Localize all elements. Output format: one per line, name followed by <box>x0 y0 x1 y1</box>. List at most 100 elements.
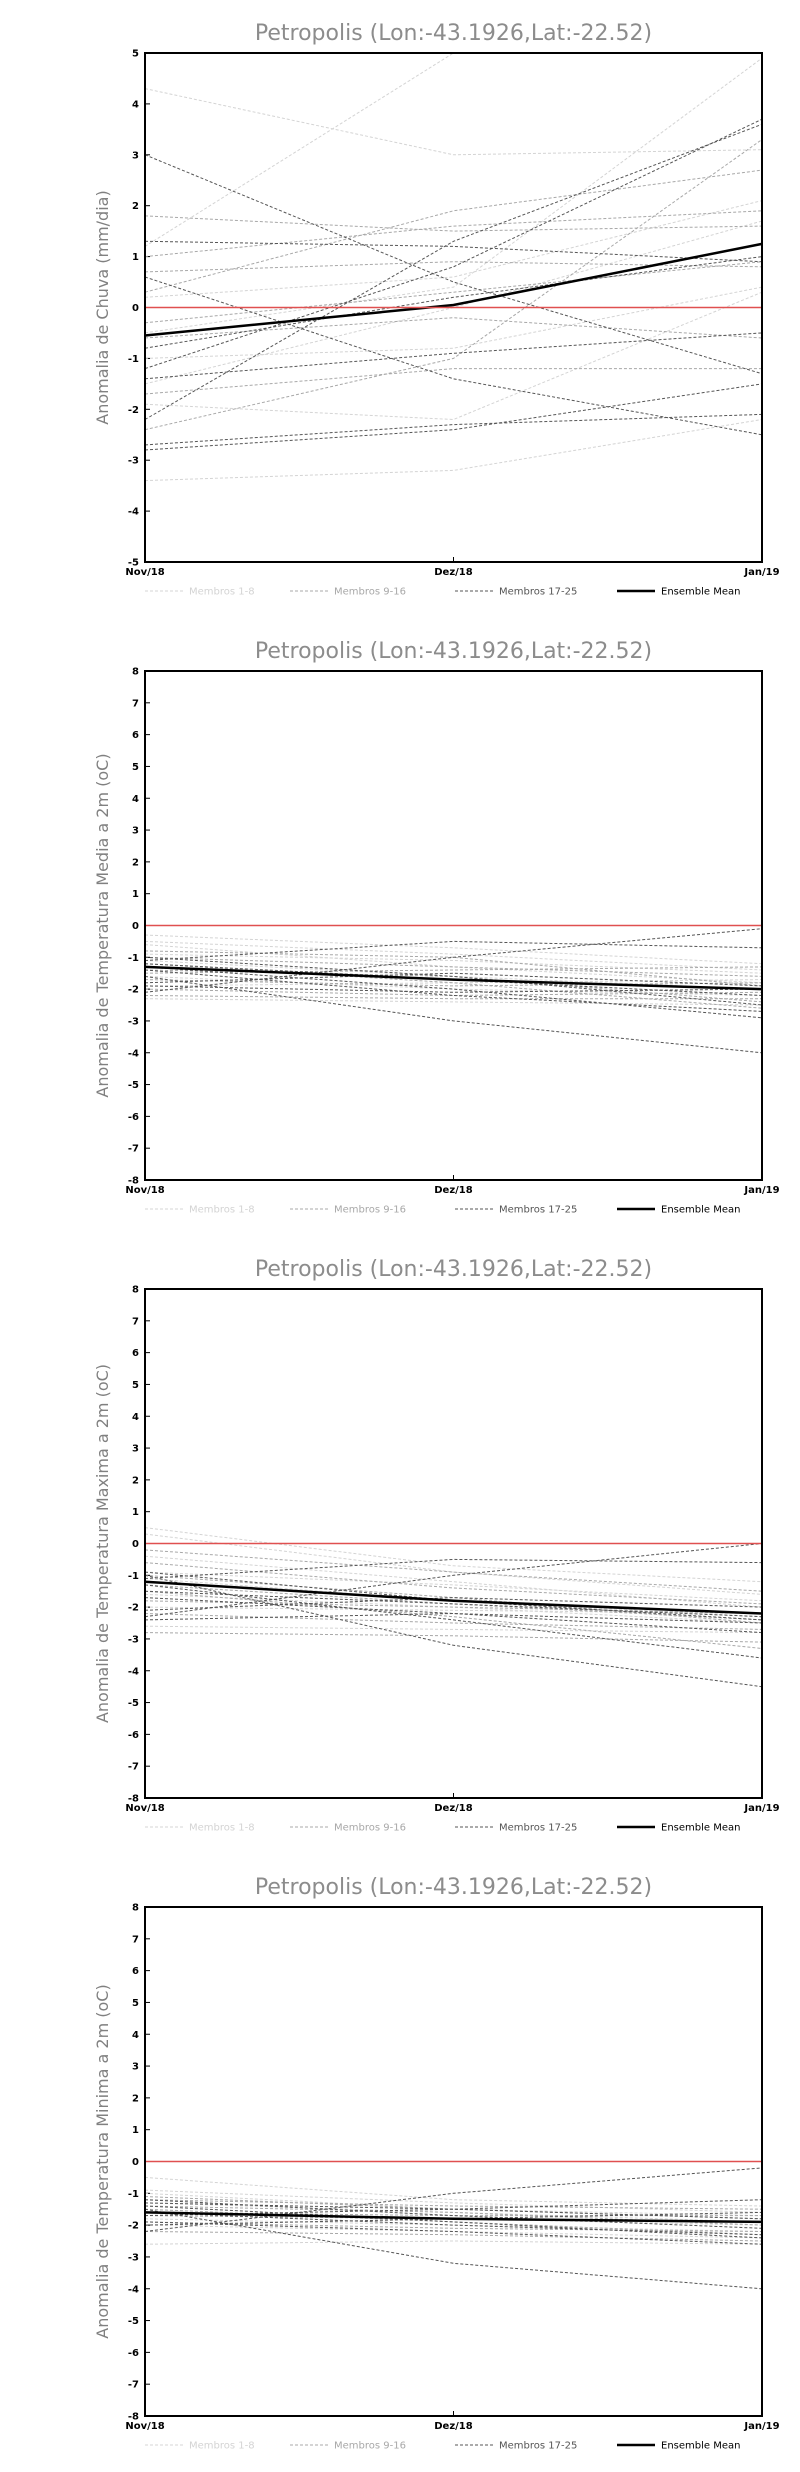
legend-label: Membros 1-8 <box>189 1823 255 1834</box>
y-tick-label: -1 <box>128 1571 139 1582</box>
legend-label: Membros 9-16 <box>334 1205 406 1216</box>
legend-label: Membros 17-25 <box>499 2441 577 2452</box>
y-tick-label: -7 <box>128 1762 139 1773</box>
member-line-group-3 <box>144 2205 763 2239</box>
y-tick-label: 1 <box>132 1507 139 1518</box>
member-line-group-2 <box>144 988 763 997</box>
y-tick-label: 4 <box>132 794 139 805</box>
member-line-group-1 <box>144 975 763 996</box>
y-tick-label: 3 <box>132 150 139 161</box>
member-line-group-3 <box>144 383 763 451</box>
member-line-group-1 <box>144 998 763 1006</box>
y-tick-label: 5 <box>132 1380 139 1391</box>
x-tick-label: Jan/19 <box>743 567 779 578</box>
member-line-group-3 <box>144 1590 763 1618</box>
y-tick-label: 4 <box>132 2030 139 2041</box>
member-line-group-3 <box>144 2211 763 2236</box>
y-axis-label: Anomalia de Temperatura Minima a 2m (oC) <box>93 1984 112 2338</box>
y-tick-label: -5 <box>128 2316 139 2327</box>
y-tick-label: 6 <box>132 1348 139 1359</box>
member-line-group-3 <box>144 985 763 993</box>
y-tick-label: 4 <box>132 99 139 110</box>
member-line-group-2 <box>144 1562 763 1605</box>
y-tick-label: 7 <box>132 1316 139 1327</box>
member-line-group-3 <box>144 963 763 996</box>
plot-frame <box>144 52 763 563</box>
legend-label: Membros 17-25 <box>499 587 577 598</box>
member-line-group-2 <box>144 210 763 258</box>
plot-frame <box>144 670 763 1181</box>
member-line-group-1 <box>144 200 763 298</box>
y-tick-label: -3 <box>128 1634 139 1645</box>
y-tick-label: -1 <box>128 354 139 365</box>
y-tick-label: -1 <box>128 2189 139 2200</box>
y-tick-label: -7 <box>128 2380 139 2391</box>
y-tick-label: -4 <box>128 1048 139 1059</box>
chart-panel-3: Petropolis (Lon:-43.1926,Lat:-22.52) Anom… <box>0 1236 800 1854</box>
legend-label: Ensemble Mean <box>661 1205 740 1216</box>
member-line-group-2 <box>144 2221 763 2232</box>
legend-label: Ensemble Mean <box>661 1823 740 1834</box>
member-line-group-2 <box>144 1613 763 1630</box>
member-line-group-1 <box>144 2218 763 2232</box>
y-tick-label: 3 <box>132 2062 139 2073</box>
member-line-group-2 <box>144 215 763 232</box>
chart-panel-1: Petropolis (Lon:-43.1926,Lat:-22.52) Anom… <box>0 0 800 618</box>
member-line-group-1 <box>144 1578 763 1618</box>
member-line-group-2 <box>144 2196 763 2220</box>
member-line-group-3 <box>144 118 763 370</box>
member-line-group-1 <box>144 1571 763 1602</box>
y-tick-label: 5 <box>132 1998 139 2009</box>
y-tick-label: 2 <box>132 201 139 212</box>
member-line-group-1 <box>144 2240 763 2245</box>
member-line-group-3 <box>144 2167 763 2232</box>
y-tick-label: -3 <box>128 1016 139 1027</box>
y-tick-label: -2 <box>128 985 139 996</box>
ensemble-mean-line <box>144 1580 763 1615</box>
y-tick-label: -2 <box>128 1603 139 1614</box>
member-line-group-1 <box>144 2192 763 2217</box>
y-axis-label: Anomalia de Temperatura Maxima a 2m (oC) <box>93 1364 112 1723</box>
chart-title: Petropolis (Lon:-43.1926,Lat:-22.52) <box>255 1257 652 1282</box>
member-line-group-2 <box>144 1549 763 1592</box>
member-line-group-2 <box>144 1574 763 1624</box>
chart-panel-4: Petropolis (Lon:-43.1926,Lat:-22.52) Anom… <box>0 1854 800 2472</box>
chart-title: Petropolis (Lon:-43.1926,Lat:-22.52) <box>255 1875 652 1900</box>
y-tick-label: 0 <box>132 921 139 932</box>
y-tick-label: 0 <box>132 303 139 314</box>
member-line-group-1 <box>144 286 763 359</box>
member-line-group-1 <box>144 1533 763 1595</box>
y-tick-label: 7 <box>132 1934 139 1945</box>
y-tick-label: 3 <box>132 826 139 837</box>
member-line-group-1 <box>144 57 763 334</box>
member-line-group-1 <box>144 419 763 482</box>
y-tick-label: -4 <box>128 1666 139 1677</box>
y-axis-label: Anomalia de Chuva (mm/dia) <box>93 190 112 424</box>
y-tick-label: -4 <box>128 507 139 518</box>
y-tick-label: 4 <box>132 1412 139 1423</box>
x-tick-label: Dez/18 <box>434 1185 473 1196</box>
y-tick-label: -6 <box>128 1112 139 1123</box>
ensemble-mean-line <box>144 965 763 991</box>
member-line-group-3 <box>144 413 763 446</box>
y-tick-label: -5 <box>128 1698 139 1709</box>
member-line-group-1 <box>144 2224 763 2239</box>
member-line-group-1 <box>144 1527 763 1583</box>
member-line-group-2 <box>144 169 763 293</box>
member-line-group-2 <box>144 1632 763 1643</box>
member-line-group-1 <box>144 1606 763 1614</box>
member-line-group-3 <box>144 975 763 1054</box>
y-tick-label: 7 <box>132 698 139 709</box>
member-line-group-1 <box>144 291 763 421</box>
member-line-group-2 <box>144 2205 763 2226</box>
plot-frame <box>144 1906 763 2417</box>
x-tick-label: Nov/18 <box>125 1185 164 1196</box>
member-line-group-3 <box>144 2211 763 2226</box>
y-tick-label: -7 <box>128 1144 139 1155</box>
legend-label: Membros 9-16 <box>334 2441 406 2452</box>
chart-svg: Petropolis (Lon:-43.1926,Lat:-22.52) Anom… <box>93 21 780 598</box>
legend-label: Membros 1-8 <box>189 587 255 598</box>
member-line-group-2 <box>144 2231 763 2242</box>
member-line-group-1 <box>144 960 763 990</box>
member-line-group-1 <box>144 953 763 974</box>
